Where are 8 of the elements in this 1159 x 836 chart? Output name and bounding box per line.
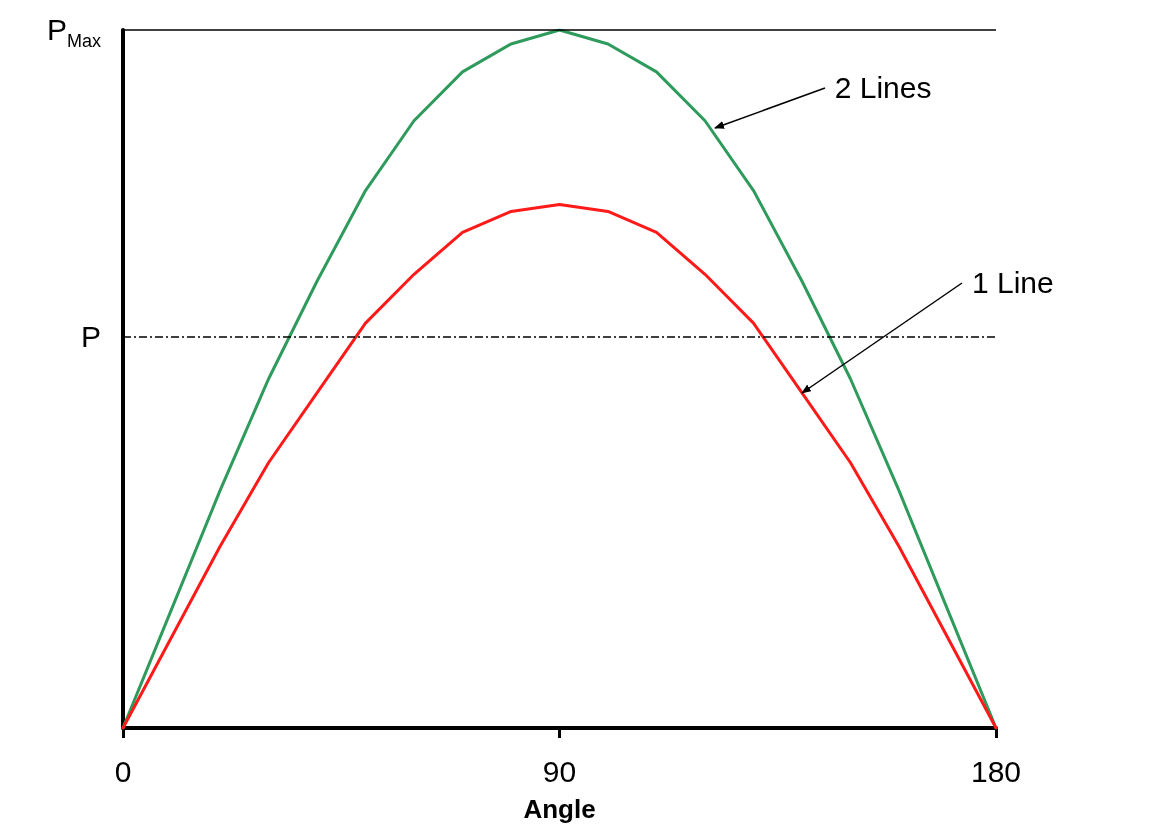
x-tick-label: 180 bbox=[970, 754, 1022, 788]
x-tick-label: 90 bbox=[542, 754, 577, 788]
annotation: 2 Lines bbox=[834, 69, 932, 106]
ref-line-label: P$_{Max}$ bbox=[46, 12, 101, 53]
ref-line-label: P bbox=[80, 319, 101, 356]
x-axis-title: Angle bbox=[523, 794, 596, 824]
x-tick-label: 0 bbox=[114, 754, 132, 788]
annotation: 1 Line bbox=[972, 264, 1054, 301]
